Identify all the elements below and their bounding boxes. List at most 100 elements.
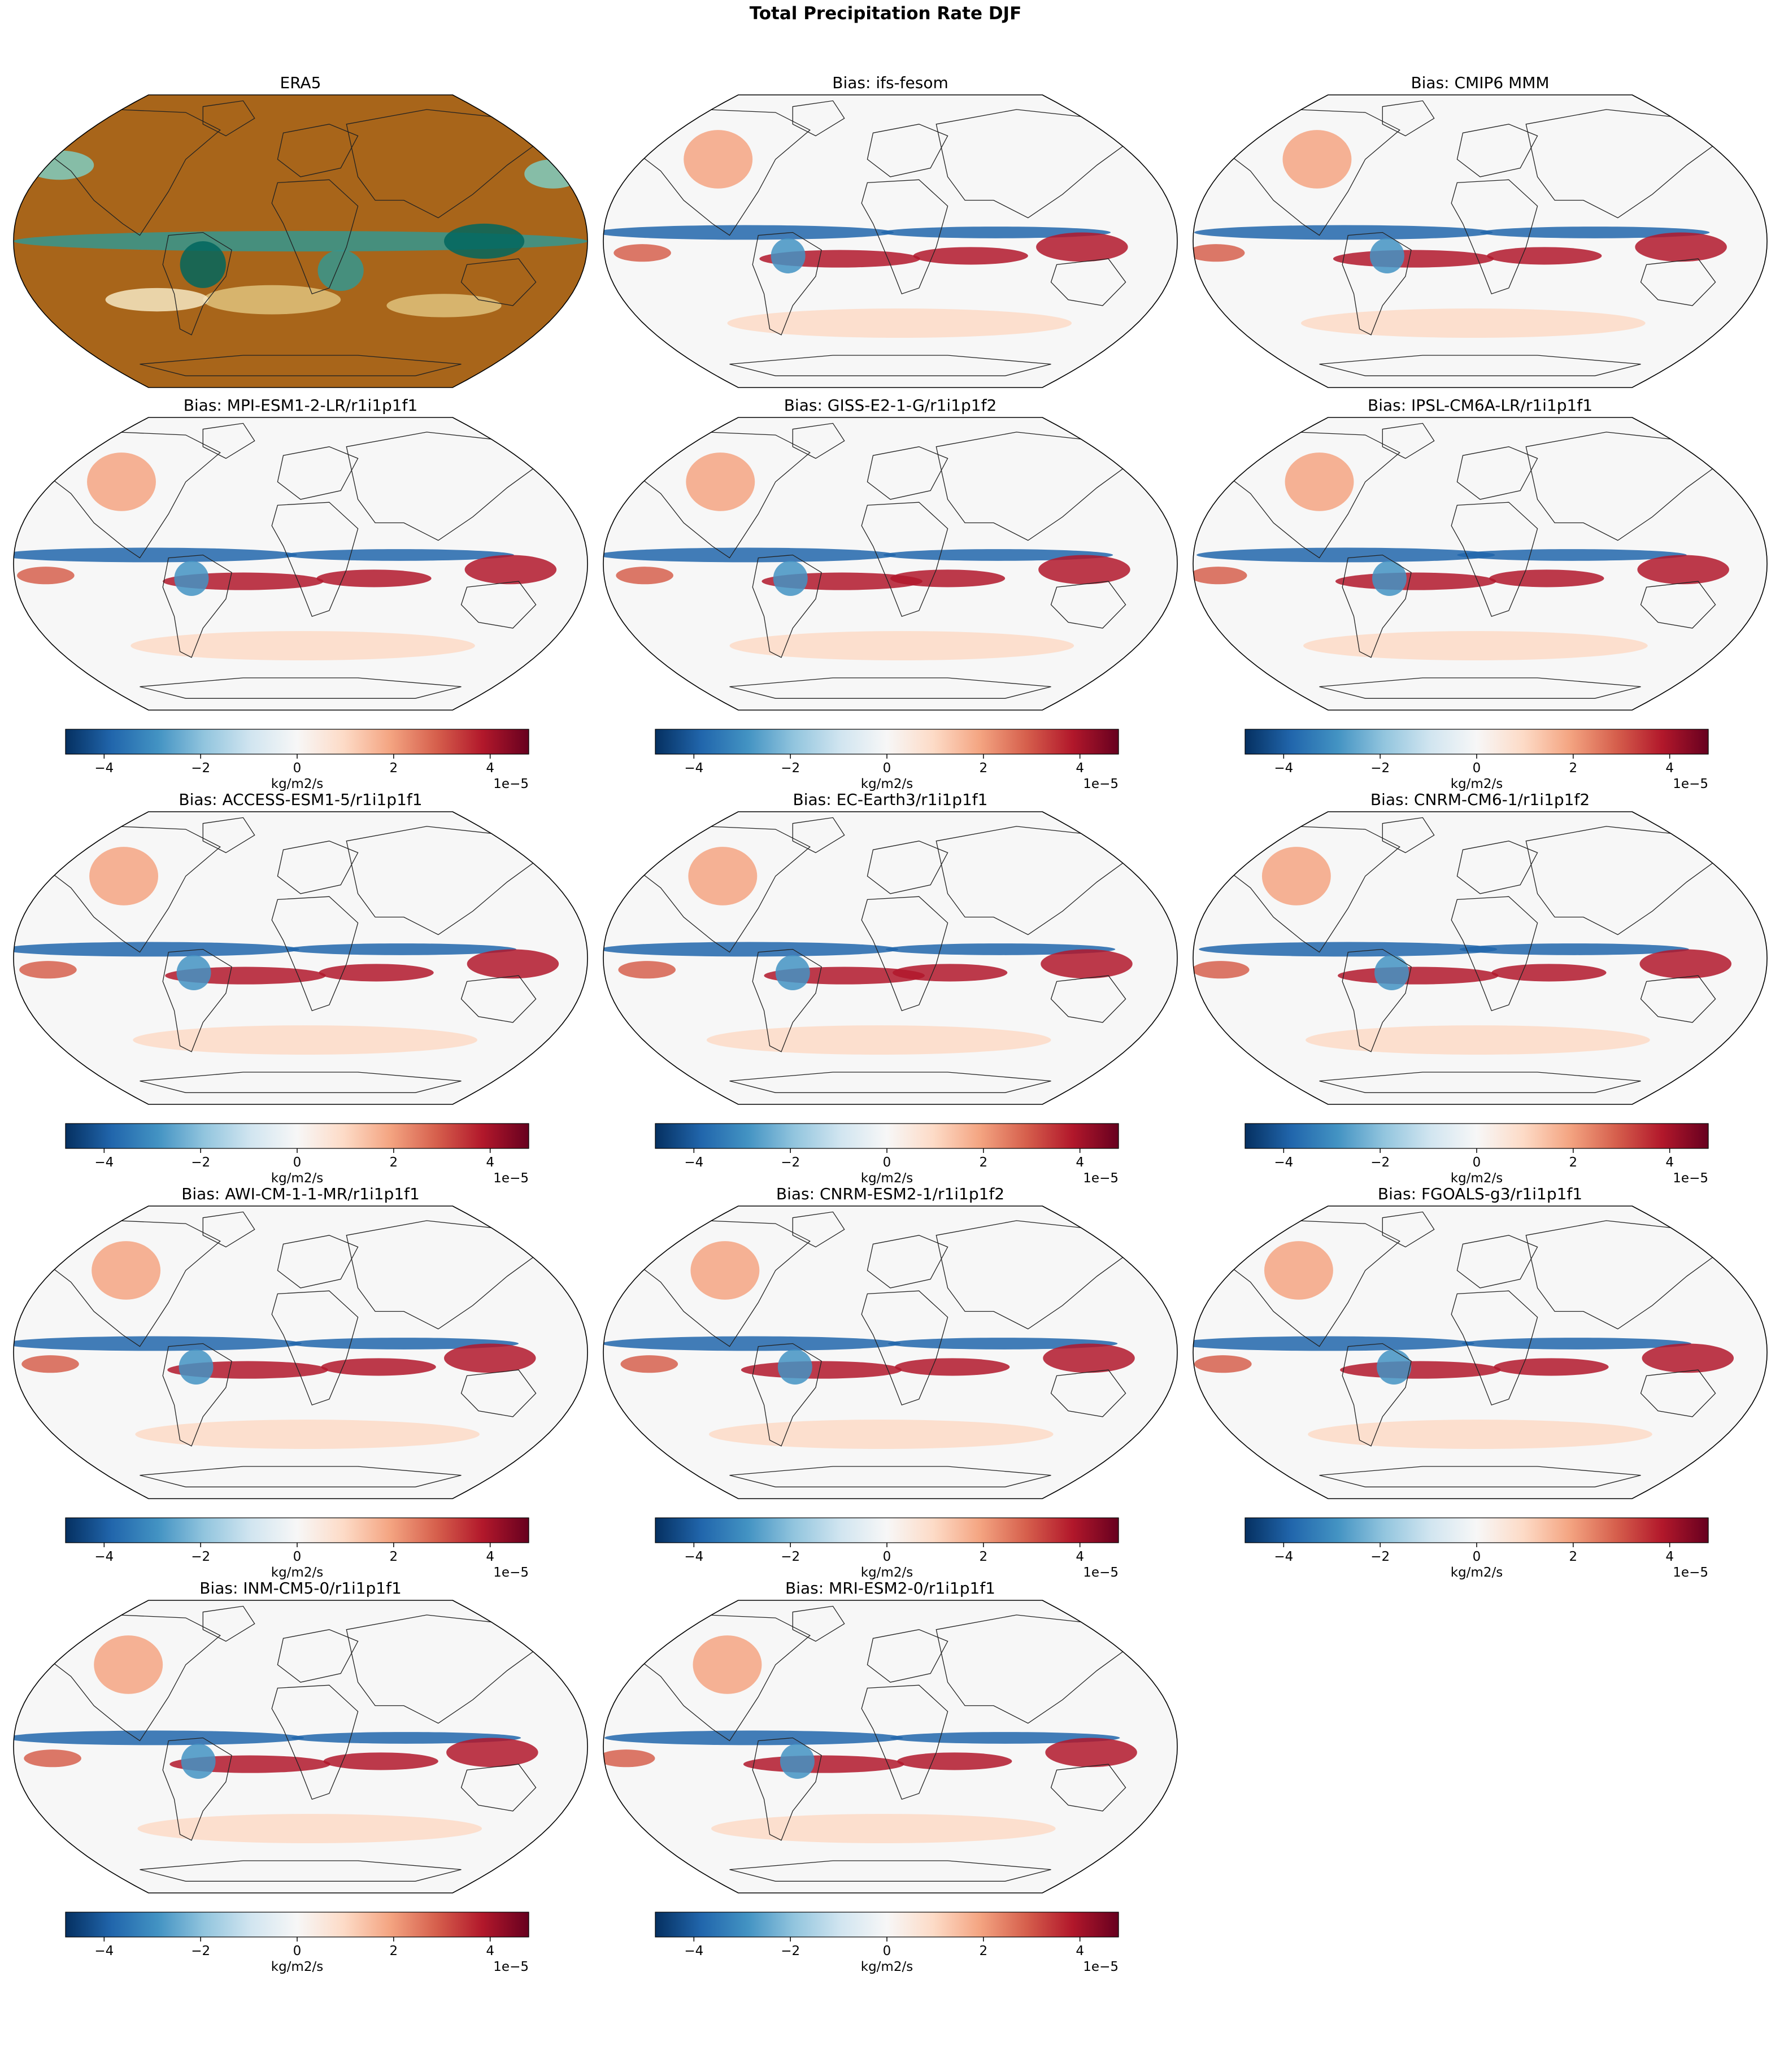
map-field-feature bbox=[137, 1814, 482, 1843]
map-field-feature bbox=[174, 560, 209, 596]
map-field-feature bbox=[14, 942, 299, 957]
coastline-north-america bbox=[1227, 109, 1400, 236]
coastline-north-america bbox=[1227, 826, 1400, 953]
bias-colorbar-offset: 1e−5 bbox=[1673, 1565, 1708, 1580]
coastline-europe bbox=[867, 841, 948, 894]
coastline-greenland bbox=[792, 100, 845, 137]
map-field-feature bbox=[133, 1025, 477, 1055]
map-field-feature bbox=[524, 159, 582, 189]
map-field-feature bbox=[135, 1420, 480, 1449]
bias-colorbar-tick-label: 0 bbox=[883, 1155, 891, 1170]
subplot-panel: Bias: MRI-ESM2-0/r1i1p1f1 −4 −2 0 2 4 kg/m2/s 1… bbox=[597, 1579, 1184, 1974]
map-field-feature bbox=[1261, 847, 1331, 906]
subplot-panel: Bias: CNRM-ESM2-1/r1i1p1f2 −4 −2 0 2 4 kg/m2/s… bbox=[597, 1185, 1184, 1580]
bias-colorbar-tick-label: 2 bbox=[390, 1155, 398, 1170]
subplot-map: −4 −2 0 2 4 kg/m2/s 1e−5 bbox=[13, 1600, 588, 1974]
map-field-feature bbox=[1489, 569, 1604, 587]
bias-colorbar-offset: 1e−5 bbox=[1083, 1960, 1119, 1974]
bias-colorbar bbox=[1245, 1123, 1709, 1149]
map-field-feature bbox=[130, 631, 475, 660]
bias-colorbar bbox=[65, 729, 529, 755]
coastline-asia bbox=[346, 1220, 549, 1330]
coastline-south-america bbox=[162, 1343, 232, 1447]
coastline-asia bbox=[935, 109, 1138, 219]
coastline-africa bbox=[861, 1684, 948, 1800]
map-field-feature bbox=[14, 1730, 304, 1745]
coastline-africa bbox=[861, 179, 948, 295]
map-field-feature bbox=[1308, 1420, 1652, 1449]
subplot-map: 0.000020.000040.000060.000080.00010kg/m2… bbox=[13, 94, 588, 388]
subplot-panel: Bias: GISS-E2-1-G/r1i1p1f2 −4 −2 0 2 4 kg/m2/s… bbox=[597, 396, 1184, 791]
map-field-feature bbox=[289, 1338, 519, 1350]
coastline-asia bbox=[1525, 109, 1728, 219]
coastline-north-america bbox=[637, 1220, 811, 1347]
bias-colorbar-tick-label: 4 bbox=[1665, 1549, 1674, 1564]
bias-colorbar-tick-label: 0 bbox=[293, 761, 302, 776]
map-field-feature bbox=[604, 1730, 903, 1745]
coastline-south-america bbox=[752, 1737, 822, 1841]
bias-colorbar-label: kg/m2/s bbox=[271, 1565, 323, 1580]
coastline-antarctica bbox=[140, 1860, 462, 1882]
coastline-asia bbox=[346, 1614, 549, 1724]
coastline-australia bbox=[1640, 1369, 1716, 1417]
map-field-feature bbox=[887, 1338, 1118, 1350]
map-field-feature bbox=[467, 949, 559, 979]
bias-colorbar-offset: 1e−5 bbox=[1673, 1171, 1708, 1186]
map-outline bbox=[1193, 811, 1768, 1105]
map-field-feature bbox=[1045, 1738, 1137, 1768]
map-field-feature bbox=[386, 294, 502, 317]
map-field-feature bbox=[1041, 949, 1133, 979]
map-field-feature bbox=[777, 1349, 812, 1385]
map-field-feature bbox=[1036, 232, 1128, 262]
coastline-north-america bbox=[47, 432, 221, 559]
map-field-feature bbox=[775, 955, 810, 990]
map-field-feature bbox=[181, 1743, 216, 1779]
map-field-feature bbox=[686, 452, 755, 511]
coastline-north-america bbox=[637, 826, 811, 953]
coastline-africa bbox=[271, 179, 359, 295]
map-field-feature bbox=[613, 244, 671, 262]
coastline-asia bbox=[1525, 1220, 1728, 1330]
coastline-africa bbox=[861, 502, 948, 617]
subplot-map: −4 −2 0 2 4 kg/m2/s 1e−5 bbox=[1193, 811, 1768, 1186]
coastline-south-america bbox=[162, 1737, 232, 1841]
map-field-feature bbox=[1377, 1349, 1412, 1385]
bias-colorbar-offset: 1e−5 bbox=[493, 1171, 529, 1186]
coastline-africa bbox=[1451, 896, 1538, 1012]
bias-colorbar bbox=[1245, 729, 1709, 755]
subplot-map: −4 −2 0 2 4 kg/m2/s 1e−5 bbox=[13, 1205, 588, 1580]
coastline-europe bbox=[1456, 446, 1538, 500]
coastline-africa bbox=[861, 896, 948, 1012]
subplot-panel: Bias: CNRM-CM6-1/r1i1p1f2 −4 −2 0 2 4 kg/m2/s 1… bbox=[1186, 790, 1771, 1186]
bias-colorbar-tick-label: −4 bbox=[684, 1944, 703, 1958]
map-field-feature bbox=[1372, 560, 1407, 596]
coastline-south-america bbox=[1342, 232, 1412, 336]
bias-colorbar bbox=[655, 1123, 1119, 1149]
map-field-feature bbox=[323, 1752, 438, 1770]
bias-colorbar-tick-label: 0 bbox=[883, 1944, 891, 1958]
map-field-feature bbox=[284, 549, 514, 561]
map-field-feature bbox=[1301, 308, 1646, 338]
map-field-feature bbox=[1194, 1355, 1252, 1373]
map-field-feature bbox=[885, 943, 1116, 955]
coastline-antarctica bbox=[140, 355, 462, 376]
subplot-title: Bias: CMIP6 MMM bbox=[1411, 73, 1550, 92]
bias-colorbar bbox=[1245, 1517, 1709, 1543]
bias-colorbar-tick-label: 2 bbox=[980, 1549, 988, 1564]
bias-colorbar bbox=[65, 1123, 529, 1149]
map-field-feature bbox=[1193, 567, 1247, 585]
map-field-feature bbox=[618, 961, 676, 979]
map-field-feature bbox=[94, 1635, 163, 1694]
coastline-asia bbox=[346, 826, 549, 935]
coastline-north-america bbox=[1227, 432, 1400, 559]
bias-colorbar-tick-label: 2 bbox=[980, 761, 988, 776]
map-field-feature bbox=[773, 560, 808, 596]
coastline-antarctica bbox=[729, 355, 1051, 376]
subplot-title: Bias: ACCESS-ESM1-5/r1i1p1f1 bbox=[179, 790, 423, 809]
map-outline bbox=[603, 1205, 1178, 1499]
coastline-australia bbox=[460, 1764, 537, 1812]
map-outline bbox=[1193, 417, 1768, 711]
coastline-antarctica bbox=[1319, 1466, 1641, 1487]
coastline-africa bbox=[1451, 179, 1538, 295]
